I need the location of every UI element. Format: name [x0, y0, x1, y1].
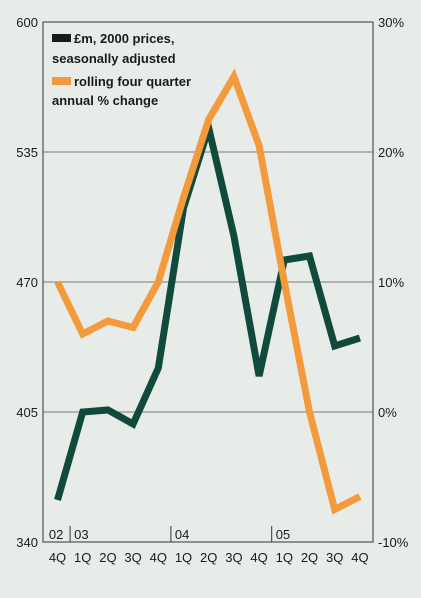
- right-tick-label: 30%: [378, 15, 404, 30]
- quarter-label: 2Q: [200, 550, 217, 565]
- quarter-label: 1Q: [74, 550, 91, 565]
- quarter-label: 4Q: [351, 550, 368, 565]
- legend-swatch-fm: [52, 34, 71, 42]
- quarter-label: 3Q: [326, 550, 343, 565]
- right-tick-label: 10%: [378, 275, 404, 290]
- left-tick-label: 600: [16, 15, 38, 30]
- legend-swatch-change: [52, 77, 71, 85]
- left-tick-label: 470: [16, 275, 38, 290]
- legend-label-fm-line-2: seasonally adjusted: [52, 51, 176, 66]
- quarter-label: 1Q: [175, 550, 192, 565]
- year-label: 05: [276, 527, 290, 542]
- right-axis: -10% 0% 10% 20% 30%: [378, 15, 409, 550]
- left-tick-label: 405: [16, 405, 38, 420]
- series-layer: [54, 68, 362, 515]
- legend: £m, 2000 prices, seasonally adjusted rol…: [52, 31, 191, 108]
- x-axis: 02 03 04 05 4Q 1Q 2Q 3Q 4Q 1Q 2Q 3Q 4Q 1Q 2Q 3Q 4Q: [49, 526, 369, 565]
- right-tick-label: 0%: [378, 405, 397, 420]
- quarter-label: 4Q: [49, 550, 66, 565]
- legend-label-fm-line-1: £m, 2000 prices,: [74, 31, 174, 46]
- quarter-label: 4Q: [250, 550, 267, 565]
- quarter-label: 2Q: [301, 550, 318, 565]
- year-label: 04: [175, 527, 189, 542]
- quarter-label: 1Q: [276, 550, 293, 565]
- year-label: 03: [74, 527, 88, 542]
- year-label: 02: [49, 527, 63, 542]
- quarter-label: 2Q: [99, 550, 116, 565]
- left-tick-label: 340: [16, 535, 38, 550]
- left-axis: 340 405 470 535 600: [16, 15, 38, 550]
- legend-label-change-line-2: annual % change: [52, 93, 158, 108]
- plot-frame: [42, 21, 374, 543]
- left-tick-label: 535: [16, 145, 38, 160]
- quarter-label: 3Q: [124, 550, 141, 565]
- right-tick-label: -10%: [378, 535, 409, 550]
- legend-label-change-line-1: rolling four quarter: [74, 74, 191, 89]
- right-tick-label: 20%: [378, 145, 404, 160]
- quarter-label: 4Q: [150, 550, 167, 565]
- quarter-label: 3Q: [225, 550, 242, 565]
